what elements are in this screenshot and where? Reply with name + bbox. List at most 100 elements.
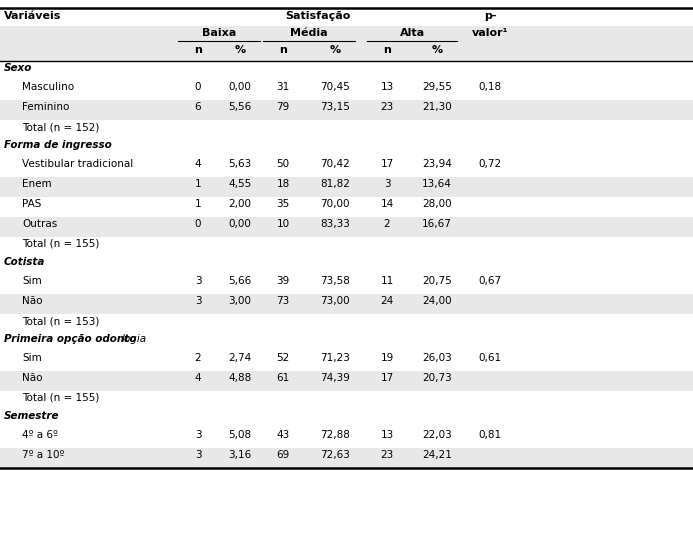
- Text: 16,67: 16,67: [422, 219, 452, 229]
- Text: 19: 19: [380, 353, 394, 363]
- Text: %: %: [234, 45, 245, 55]
- Text: 0,81: 0,81: [478, 430, 502, 440]
- Bar: [0, 409, 693, 428]
- Bar: [0, 314, 693, 332]
- Text: 3: 3: [195, 276, 201, 286]
- Text: 13: 13: [380, 430, 394, 440]
- Text: 3,16: 3,16: [229, 450, 252, 460]
- Text: 31: 31: [277, 82, 290, 92]
- Text: 3: 3: [195, 430, 201, 440]
- Bar: [0, 177, 693, 197]
- Text: 5,56: 5,56: [229, 102, 252, 112]
- Text: 70,00: 70,00: [320, 199, 350, 209]
- Bar: [0, 351, 693, 371]
- Text: n: n: [279, 45, 287, 55]
- Text: 73: 73: [277, 296, 290, 306]
- Text: Sim: Sim: [22, 276, 42, 286]
- Text: 13: 13: [380, 82, 394, 92]
- Text: 0,18: 0,18: [478, 82, 502, 92]
- Bar: [0, 294, 693, 314]
- Text: 20,73: 20,73: [422, 373, 452, 383]
- Bar: [0, 237, 693, 255]
- Text: Enem: Enem: [22, 179, 51, 189]
- Text: 2: 2: [195, 353, 201, 363]
- Text: 71,23: 71,23: [320, 353, 350, 363]
- Text: 72,88: 72,88: [320, 430, 350, 440]
- Text: Satisfação: Satisfação: [285, 11, 350, 21]
- Text: Média: Média: [290, 28, 328, 38]
- Bar: [0, 371, 693, 391]
- Text: 52: 52: [277, 353, 290, 363]
- Text: 0,72: 0,72: [478, 159, 502, 169]
- Text: 4,88: 4,88: [229, 373, 252, 383]
- Text: 21,30: 21,30: [422, 102, 452, 112]
- Text: Alta: Alta: [399, 28, 425, 38]
- Text: 1: 1: [195, 199, 201, 209]
- Bar: [0, 274, 693, 294]
- Text: 0: 0: [195, 82, 201, 92]
- Text: 0,00: 0,00: [229, 82, 252, 92]
- Text: 24,21: 24,21: [422, 450, 452, 460]
- Text: 0,61: 0,61: [478, 353, 502, 363]
- Text: %: %: [329, 45, 340, 55]
- Text: Variáveis: Variáveis: [4, 11, 62, 21]
- Text: 23: 23: [380, 450, 394, 460]
- Text: 3: 3: [384, 179, 390, 189]
- Text: Baixa: Baixa: [202, 28, 236, 38]
- Text: 73,15: 73,15: [320, 102, 350, 112]
- Text: 18: 18: [277, 179, 290, 189]
- Text: 0: 0: [195, 219, 201, 229]
- Bar: [0, 448, 693, 468]
- Bar: [0, 428, 693, 448]
- Text: 4,55: 4,55: [229, 179, 252, 189]
- Text: 79: 79: [277, 102, 290, 112]
- Text: Sexo: Sexo: [4, 63, 33, 73]
- Text: valor¹: valor¹: [472, 28, 508, 38]
- Text: 28,00: 28,00: [422, 199, 452, 209]
- Bar: [0, 197, 693, 217]
- Text: 23,94: 23,94: [422, 159, 452, 169]
- Text: 83,33: 83,33: [320, 219, 350, 229]
- Text: 70,45: 70,45: [320, 82, 350, 92]
- Text: 22,03: 22,03: [422, 430, 452, 440]
- Text: Total (n = 155): Total (n = 155): [22, 239, 99, 249]
- Text: 69: 69: [277, 450, 290, 460]
- Text: 17: 17: [380, 373, 394, 383]
- Bar: [0, 217, 693, 237]
- Text: 24,00: 24,00: [422, 296, 452, 306]
- Text: 5,63: 5,63: [229, 159, 252, 169]
- Text: Vestibular tradicional: Vestibular tradicional: [22, 159, 133, 169]
- Text: 14: 14: [380, 199, 394, 209]
- Text: logia: logia: [122, 334, 147, 344]
- Text: 26,03: 26,03: [422, 353, 452, 363]
- Bar: [0, 120, 693, 138]
- Text: 3: 3: [195, 450, 201, 460]
- Text: 43: 43: [277, 430, 290, 440]
- Text: %: %: [432, 45, 443, 55]
- Bar: [0, 61, 693, 80]
- Text: 73,00: 73,00: [320, 296, 350, 306]
- Bar: [0, 80, 693, 100]
- Text: 2: 2: [384, 219, 390, 229]
- Text: 35: 35: [277, 199, 290, 209]
- Text: 73,58: 73,58: [320, 276, 350, 286]
- Text: Outras: Outras: [22, 219, 58, 229]
- Text: 74,39: 74,39: [320, 373, 350, 383]
- Text: Semestre: Semestre: [4, 411, 60, 421]
- Text: Total (n = 152): Total (n = 152): [22, 122, 99, 132]
- Text: Masculino: Masculino: [22, 82, 74, 92]
- Text: 5,08: 5,08: [229, 430, 252, 440]
- Text: 70,42: 70,42: [320, 159, 350, 169]
- Bar: [0, 100, 693, 120]
- Bar: [0, 255, 693, 274]
- Text: Forma de ingresso: Forma de ingresso: [4, 140, 112, 150]
- Text: 2,00: 2,00: [229, 199, 252, 209]
- Text: 72,63: 72,63: [320, 450, 350, 460]
- Text: Total (n = 153): Total (n = 153): [22, 316, 99, 326]
- Text: 0,00: 0,00: [229, 219, 252, 229]
- Text: 1: 1: [195, 179, 201, 189]
- Text: 61: 61: [277, 373, 290, 383]
- Text: 4: 4: [195, 159, 201, 169]
- Text: 20,75: 20,75: [422, 276, 452, 286]
- Text: Feminino: Feminino: [22, 102, 69, 112]
